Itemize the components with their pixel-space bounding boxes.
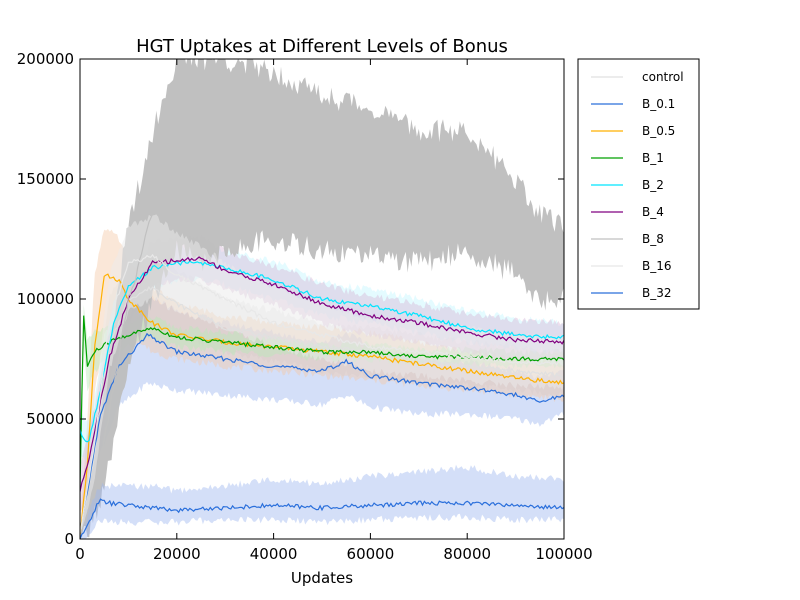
y-tick-label: 0	[64, 530, 74, 548]
line-b-32	[80, 498, 564, 539]
x-tick-label: 0	[75, 545, 85, 563]
legend-label-b-1: B_1	[642, 151, 664, 165]
band-control	[80, 250, 564, 539]
line-b-2	[80, 260, 564, 443]
legend-label-b-0-1: B_0.1	[642, 97, 675, 111]
x-axis: 0 20000 40000 60000 80000 100000	[75, 59, 593, 563]
band-b-8	[80, 59, 564, 538]
legend-frame	[577, 58, 700, 310]
band-b-32	[80, 464, 564, 539]
band-b-0-5	[80, 229, 564, 539]
band-b-0-1	[80, 292, 564, 539]
chart-title: HGT Uptakes at Different Levels of Bonus	[136, 36, 508, 57]
legend: control B_0.1 B_0.5 B_1 B_2 B_4 B_8 B_16 B_32	[577, 58, 700, 310]
line-b-0-1	[80, 332, 564, 531]
band-b-4	[80, 233, 564, 512]
x-tick-label: 40000	[250, 545, 298, 563]
line-control	[80, 285, 564, 536]
line-b-16	[80, 253, 564, 534]
x-tick-label: 100000	[535, 545, 592, 563]
legend-label-b-8: B_8	[642, 232, 664, 246]
y-tick-label: 50000	[26, 410, 74, 428]
legend-label-control: control	[642, 70, 684, 84]
confidence-bands	[80, 59, 564, 539]
band-b-16	[80, 214, 564, 539]
x-tick-label: 20000	[153, 545, 201, 563]
x-tick-label: 60000	[347, 545, 395, 563]
legend-label-b-4: B_4	[642, 205, 664, 219]
legend-label-b-0-5: B_0.5	[642, 124, 675, 138]
x-axis-label: Updates	[291, 569, 353, 587]
legend-label-b-2: B_2	[642, 178, 664, 192]
y-axis: 0 50000 100000 150000 200000	[17, 50, 564, 548]
y-tick-label: 200000	[17, 50, 74, 68]
x-tick-label: 80000	[443, 545, 491, 563]
line-b-8	[80, 151, 564, 539]
legend-label-b-16: B_16	[642, 259, 672, 273]
legend-label-b-32: B_32	[642, 286, 672, 300]
series-lines	[80, 151, 564, 539]
y-tick-label: 150000	[17, 170, 74, 188]
y-tick-label: 100000	[17, 290, 74, 308]
